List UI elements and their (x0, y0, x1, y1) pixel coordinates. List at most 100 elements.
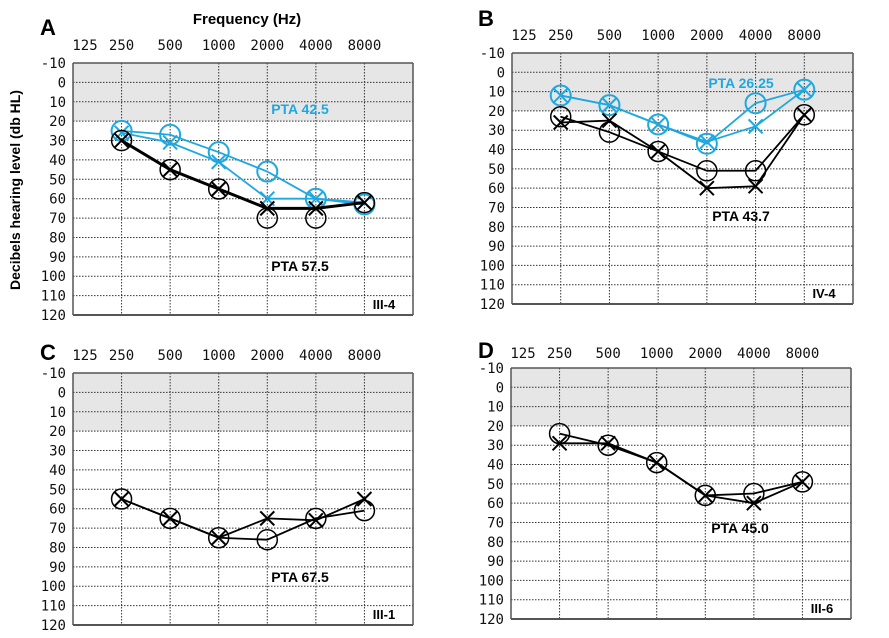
y-tick-label: 100 (41, 269, 66, 285)
marker-circle-black (694, 484, 717, 507)
y-tick-label: 30 (487, 438, 504, 454)
x-tick-label: 125 (511, 28, 536, 44)
pta-label: PTA 42.5 (271, 101, 329, 117)
marker-x-stroke (259, 200, 275, 217)
marker-x-stroke (162, 510, 178, 527)
x-tick-label: 4000 (739, 28, 773, 44)
marker-circle-blue (159, 123, 182, 146)
marker-x-stroke (162, 134, 178, 151)
y-tick-label: 30 (488, 123, 505, 139)
pta-label: PTA 26.25 (708, 75, 774, 91)
panel-b: -10 0 10 20 30 40 50 60 70 80 90 100 110 120 125 250 500… (478, 6, 854, 313)
y-tick-label: 60 (487, 496, 504, 512)
y-tick-label: 120 (41, 618, 66, 634)
marker-x-stroke (601, 97, 618, 113)
x-tick-label: 4000 (299, 348, 333, 364)
y-tick-label: 100 (480, 258, 505, 274)
marker-x-stroke (113, 491, 130, 507)
marker-circle-black (353, 499, 376, 522)
y-tick-label: 110 (479, 593, 504, 609)
y-tick-label: 120 (480, 297, 505, 313)
marker-x-black (259, 200, 275, 217)
marker-x-black (697, 487, 713, 504)
panel-letter: C (40, 340, 56, 365)
y-tick-label: 90 (488, 239, 505, 255)
y-axis-title: Decibels hearing level (db HL) (7, 90, 23, 290)
x-tick-label: 250 (547, 346, 572, 362)
series-line-black-x (559, 442, 803, 505)
y-tick-label: 100 (479, 573, 504, 589)
panel-a: -10 0 10 20 30 40 50 60 70 80 90 100 110 120 125 250 500… (40, 15, 414, 324)
marker-x-stroke (747, 178, 764, 194)
marker-x-blue (553, 87, 569, 104)
y-tick-label: 50 (49, 482, 66, 498)
marker-x-stroke (796, 81, 812, 98)
x-tick-label: 2000 (690, 28, 724, 44)
y-tick-label: 110 (41, 599, 66, 615)
y-tick-label: -10 (480, 46, 505, 62)
y-tick-label: 50 (49, 172, 66, 188)
marker-x-stroke (113, 125, 130, 141)
x-tick-label: 125 (510, 346, 535, 362)
y-tick-label: 70 (49, 211, 66, 227)
y-tick-label: 20 (488, 104, 505, 120)
y-tick-label: -10 (41, 366, 66, 382)
marker-x-stroke (356, 491, 373, 507)
normal-hearing-band (512, 53, 853, 111)
y-tick-label: 110 (480, 278, 505, 294)
marker-x-stroke (794, 474, 811, 490)
y-tick-label: 40 (49, 153, 66, 169)
marker-x-stroke (308, 200, 324, 217)
y-tick-label: 40 (488, 143, 505, 159)
y-tick-label: 20 (49, 114, 66, 130)
marker-circle-black (110, 129, 133, 152)
y-tick-label: 90 (49, 560, 66, 576)
marker-x-black (162, 161, 178, 178)
marker-circle-blue (256, 160, 279, 183)
y-tick-label: 30 (49, 134, 66, 150)
x-tick-label: 250 (548, 28, 573, 44)
marker-x-black (211, 530, 227, 546)
marker-x-stroke (650, 143, 666, 160)
x-tick-label: 2000 (250, 348, 284, 364)
x-tick-label: 500 (157, 38, 182, 54)
marker-x-stroke (600, 435, 616, 452)
x-tick-label: 2000 (250, 38, 284, 54)
series-line-blue-circle (121, 129, 365, 206)
marker-x-stroke (356, 194, 373, 211)
series-line-black-circle (560, 114, 805, 172)
panel-d: -10 0 10 20 30 40 50 60 70 80 90 100 110 120 125 250 500… (478, 338, 852, 628)
panel-letter: D (478, 338, 494, 363)
marker-circle-black (696, 160, 718, 182)
marker-x-stroke (113, 132, 130, 149)
y-tick-label: 40 (49, 463, 66, 479)
marker-x-black (356, 491, 373, 507)
y-tick-label: 60 (49, 192, 66, 208)
y-tick-label: -10 (479, 361, 504, 377)
x-tick-label: 4000 (737, 346, 771, 362)
marker-x-black (308, 512, 324, 529)
marker-x-black (551, 435, 568, 452)
x-tick-label: 1000 (640, 346, 674, 362)
x-tick-label: 8000 (348, 38, 382, 54)
marker-x-stroke (601, 112, 618, 129)
y-tick-label: 20 (49, 424, 66, 440)
marker-x-black (113, 132, 130, 149)
marker-circle-black (549, 105, 572, 128)
marker-x-black (649, 454, 665, 471)
pta-label: PTA 43.7 (712, 208, 770, 224)
marker-x-stroke (553, 114, 569, 131)
marker-x-black (600, 435, 616, 452)
y-tick-label: 70 (49, 521, 66, 537)
subject-label: III-6 (811, 601, 833, 616)
marker-circle-black (647, 140, 669, 163)
marker-x-blue (211, 154, 227, 170)
x-tick-label: 500 (597, 28, 622, 44)
marker-x-blue (699, 134, 715, 150)
marker-x-stroke (211, 154, 227, 170)
marker-x-blue (650, 116, 666, 133)
subject-label: III-4 (373, 297, 396, 312)
y-tick-label: 80 (49, 540, 66, 556)
marker-x-stroke (747, 118, 764, 135)
series-line-blue-x (560, 88, 805, 143)
